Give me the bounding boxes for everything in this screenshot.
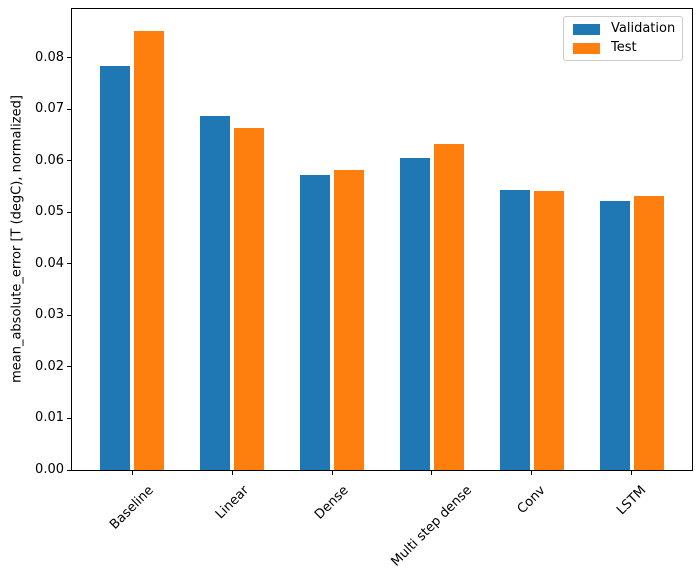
bar-validation-baseline: [100, 65, 131, 470]
y-tick-label: 0.01: [35, 410, 64, 426]
y-tick-mark: [67, 211, 71, 213]
y-tick-mark: [67, 263, 71, 265]
bar-test-dense: [334, 169, 364, 470]
x-tick-mark: [631, 471, 633, 475]
x-tick-mark: [331, 471, 333, 475]
x-tick-mark: [431, 471, 433, 475]
bar-validation-linear: [200, 116, 231, 470]
y-axis-label: mean_absolute_error [T (degC), normalize…: [9, 95, 25, 383]
bar-validation-lstm: [599, 200, 630, 470]
plot-area: [71, 8, 693, 471]
x-tick-label-multi-step-dense: Multi step dense: [388, 483, 476, 570]
bar-test-multi-step-dense: [433, 143, 464, 470]
x-tick-label-linear: Linear: [212, 483, 252, 523]
bar-validation-conv: [499, 189, 530, 470]
x-tick-mark: [131, 471, 133, 475]
y-tick-mark: [67, 108, 71, 110]
y-tick-label: 0.02: [35, 358, 64, 374]
x-tick-label-conv: Conv: [514, 483, 549, 517]
legend-swatch-test: [573, 42, 600, 54]
bar-test-lstm: [633, 195, 664, 470]
y-tick-mark: [67, 366, 71, 368]
x-tick-mark: [531, 471, 533, 475]
legend: Validation Test: [563, 16, 683, 61]
y-tick-mark: [67, 417, 71, 419]
bar-test-linear: [234, 127, 265, 470]
x-tick-mark: [231, 471, 233, 475]
y-tick-label: 0.05: [35, 204, 64, 220]
x-tick-label-baseline: Baseline: [107, 483, 157, 533]
y-tick-label: 0.08: [35, 49, 64, 65]
bar-validation-dense: [300, 175, 331, 470]
bar-validation-multi-step-dense: [399, 157, 430, 470]
bar-test-baseline: [134, 31, 165, 470]
legend-swatch-validation: [573, 23, 600, 35]
x-tick-label-lstm: LSTM: [613, 483, 649, 519]
y-tick-mark: [67, 160, 71, 162]
legend-entry-validation: Validation: [573, 21, 676, 36]
y-tick-mark: [67, 469, 71, 471]
y-tick-label: 0.00: [35, 462, 64, 477]
y-tick-label: 0.03: [35, 307, 64, 323]
bar-test-conv: [533, 190, 564, 470]
legend-entry-test: Test: [573, 41, 673, 55]
y-tick-label: 0.07: [35, 101, 64, 117]
y-tick-mark: [67, 57, 71, 59]
legend-label-test: Test: [611, 40, 637, 55]
y-tick-label: 0.04: [35, 255, 64, 271]
y-tick-mark: [67, 314, 71, 316]
y-tick-label: 0.06: [35, 152, 64, 168]
legend-label-validation: Validation: [611, 21, 676, 36]
x-tick-label-dense: Dense: [311, 483, 352, 523]
